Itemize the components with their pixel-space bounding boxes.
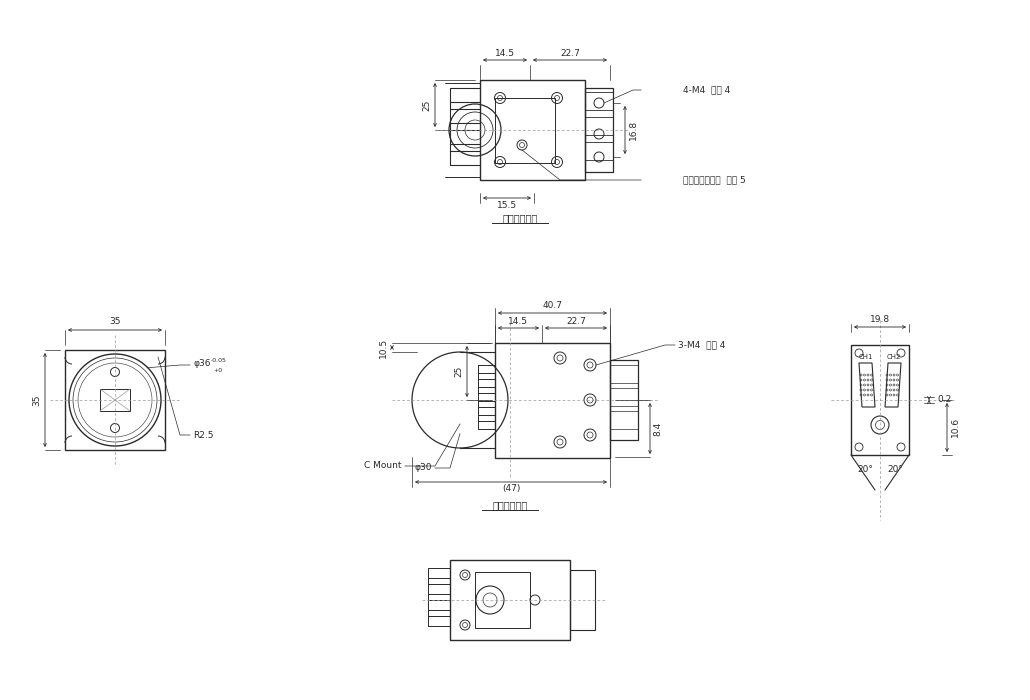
Text: 40.7: 40.7	[543, 300, 562, 309]
Text: 14.5: 14.5	[508, 318, 528, 326]
Bar	[610, 411, 638, 429]
Bar	[495, 343, 610, 458]
Text: 20°: 20°	[887, 466, 903, 475]
Text: 25: 25	[454, 366, 464, 377]
Text: 25: 25	[422, 99, 432, 111]
Text: 35: 35	[33, 394, 41, 406]
Text: カメラ三脚ネジ  深さ 5: カメラ三脚ネジ 深さ 5	[683, 176, 746, 185]
Text: CH1: CH1	[859, 354, 873, 360]
Bar	[450, 560, 570, 640]
Bar	[570, 570, 595, 630]
Bar	[495, 98, 555, 163]
Text: 16.8: 16.8	[628, 120, 638, 140]
Bar	[585, 142, 613, 160]
Bar	[65, 350, 165, 450]
Text: 8.4: 8.4	[653, 421, 662, 435]
Text: 3-M4  深さ 4: 3-M4 深さ 4	[678, 340, 725, 349]
Text: CH2: CH2	[887, 354, 901, 360]
Bar	[100, 389, 130, 411]
Text: +0: +0	[213, 368, 222, 372]
Text: 22.7: 22.7	[560, 48, 580, 57]
Text: 対面同一形状: 対面同一形状	[492, 500, 527, 510]
Text: 対面同一形状: 対面同一形状	[503, 213, 538, 223]
Bar	[585, 117, 613, 135]
Text: 4-M4  深さ 4: 4-M4 深さ 4	[683, 85, 730, 94]
Text: R2.5: R2.5	[193, 430, 213, 440]
Text: 22.7: 22.7	[566, 318, 586, 326]
Text: 35: 35	[109, 318, 121, 326]
Bar	[610, 360, 638, 440]
Text: 10.6: 10.6	[951, 417, 960, 437]
Text: (47): (47)	[502, 484, 520, 494]
Text: φ30: φ30	[414, 463, 432, 473]
Text: 14.5: 14.5	[495, 48, 515, 57]
Text: 19.8: 19.8	[870, 316, 890, 325]
Bar	[480, 80, 585, 180]
Text: 15.5: 15.5	[496, 200, 517, 209]
Text: 10.5: 10.5	[378, 337, 387, 358]
Bar	[585, 88, 613, 172]
Text: -0.05: -0.05	[211, 358, 227, 363]
Text: C Mount: C Mount	[365, 461, 402, 470]
Text: 20°: 20°	[857, 466, 873, 475]
Bar	[610, 388, 638, 406]
Text: φ36: φ36	[193, 360, 210, 368]
Bar	[851, 345, 909, 455]
Text: 0.2: 0.2	[937, 395, 952, 405]
Bar	[475, 572, 530, 628]
Bar	[610, 365, 638, 383]
Bar	[585, 92, 613, 110]
